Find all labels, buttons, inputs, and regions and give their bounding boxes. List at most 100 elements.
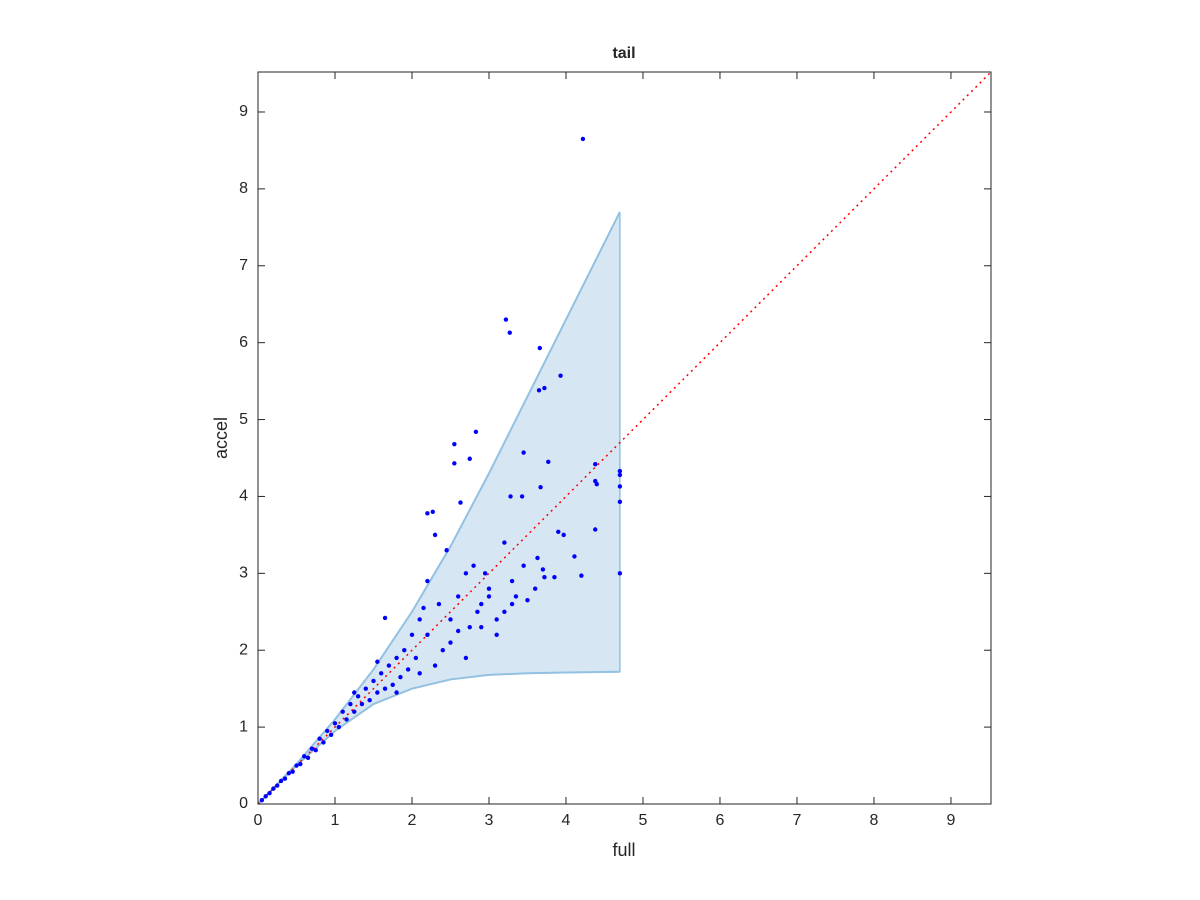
band-upper: [257, 211, 621, 805]
point: [532, 586, 538, 591]
axes-box: [257, 71, 992, 805]
point: [417, 617, 422, 622]
point: [552, 574, 557, 580]
point: [344, 717, 349, 722]
point: [455, 594, 461, 599]
point: [394, 655, 399, 661]
point: [521, 563, 526, 568]
point: [503, 317, 509, 322]
point: [321, 740, 326, 745]
point: [359, 701, 365, 707]
point: [425, 511, 430, 516]
point: [473, 429, 479, 435]
point: [409, 632, 415, 638]
point: [444, 548, 449, 553]
x-tick-label: 2: [408, 812, 417, 829]
point: [413, 655, 419, 661]
point: [375, 659, 380, 664]
point: [593, 527, 598, 532]
y-tick-label: 7: [239, 257, 248, 274]
point: [617, 499, 623, 505]
point: [521, 450, 526, 455]
point: [386, 663, 392, 668]
point: [294, 763, 299, 768]
point: [536, 388, 542, 393]
point: [556, 529, 561, 535]
point: [455, 628, 461, 634]
point: [348, 701, 353, 707]
point: [513, 594, 519, 599]
point: [432, 532, 438, 538]
point: [267, 791, 272, 796]
point: [486, 594, 492, 599]
y-tick-label: 2: [239, 641, 248, 658]
point: [452, 441, 457, 447]
point: [328, 732, 334, 737]
point: [425, 632, 430, 638]
point: [448, 640, 453, 645]
point: [271, 786, 276, 791]
point: [390, 682, 395, 688]
point: [286, 771, 291, 776]
point: [313, 747, 318, 753]
x-tick-label: 7: [793, 812, 802, 829]
y-tick-label: 5: [239, 411, 248, 428]
point: [458, 500, 463, 505]
point: [542, 574, 547, 580]
x-tick-label: 5: [639, 812, 648, 829]
point: [336, 724, 342, 730]
point: [290, 769, 295, 774]
point: [479, 601, 484, 607]
point: [546, 459, 551, 465]
point: [509, 601, 515, 607]
point: [519, 494, 525, 499]
point: [507, 330, 512, 335]
y-tick-label: 4: [239, 488, 248, 505]
point: [305, 755, 311, 761]
point: [352, 709, 357, 714]
point: [471, 563, 476, 568]
x-tick-label: 3: [485, 812, 494, 829]
x-tick-label: 8: [870, 812, 879, 829]
point: [259, 797, 265, 803]
point: [340, 709, 345, 714]
point: [617, 472, 623, 478]
y-tick-label: 3: [239, 565, 248, 582]
point: [486, 586, 492, 591]
point: [502, 609, 507, 614]
point: [432, 663, 438, 668]
point: [382, 615, 388, 621]
y-tick-label: 9: [239, 103, 248, 120]
y-axis-label: accel: [211, 417, 231, 459]
point: [367, 697, 372, 703]
y-tick-label: 1: [239, 718, 248, 735]
point: [352, 690, 357, 695]
x-tick-label: 9: [947, 812, 956, 829]
point: [467, 624, 472, 630]
point: [440, 648, 445, 653]
point: [332, 721, 338, 726]
point: [375, 690, 380, 695]
point: [537, 345, 543, 351]
chart-title: tail: [612, 45, 635, 62]
point: [617, 571, 623, 576]
point: [463, 571, 469, 576]
x-tick-label: 6: [716, 812, 725, 829]
point: [558, 373, 563, 378]
point: [363, 686, 368, 691]
point: [402, 648, 407, 653]
point: [309, 746, 315, 751]
point: [479, 624, 484, 630]
x-axis-label: full: [612, 840, 635, 860]
point: [417, 671, 422, 676]
point: [494, 632, 499, 638]
band-lower: [257, 670, 620, 805]
point: [263, 794, 268, 799]
point: [371, 678, 376, 684]
point: [572, 554, 577, 559]
x-tick-label: 4: [562, 812, 571, 829]
point: [538, 485, 543, 490]
x-tick-label: 1: [331, 812, 340, 829]
y-tick-label: 6: [239, 334, 248, 351]
